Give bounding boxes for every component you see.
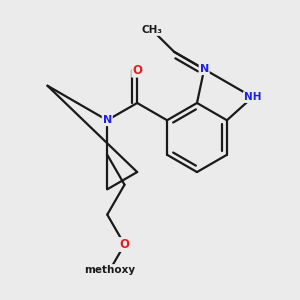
Text: O: O: [132, 64, 142, 77]
Text: methoxy: methoxy: [84, 265, 135, 275]
Text: O: O: [119, 238, 130, 251]
Text: NH: NH: [244, 92, 261, 102]
Text: N: N: [103, 115, 112, 125]
Text: N: N: [200, 64, 209, 74]
Text: CH₃: CH₃: [142, 25, 163, 35]
